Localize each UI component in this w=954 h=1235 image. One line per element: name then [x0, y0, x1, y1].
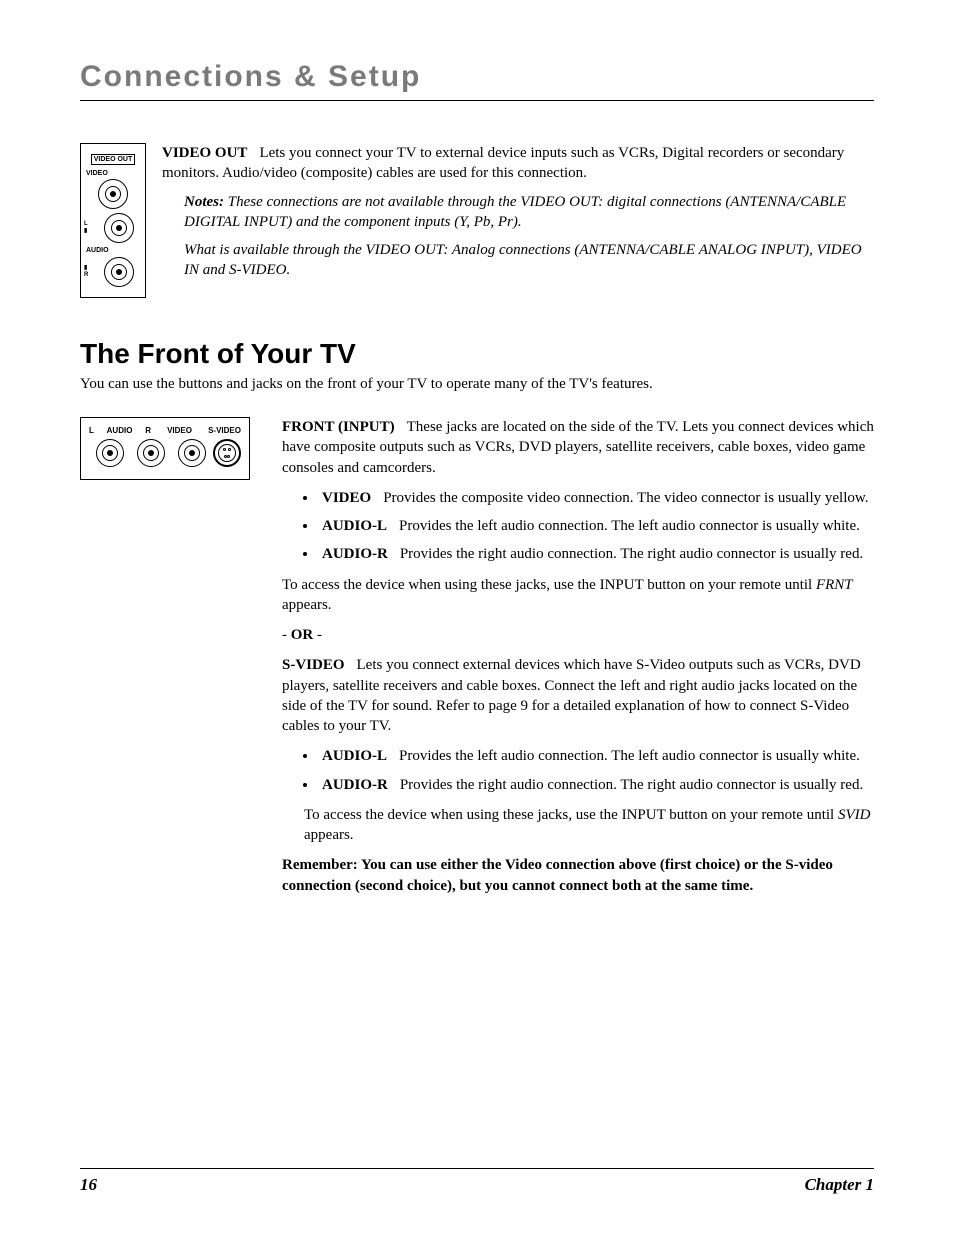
diagram-label: AUDIO: [86, 247, 142, 254]
bullet-list: VIDEO Provides the composite video connec…: [318, 488, 874, 565]
bullet-heading: AUDIO-R: [322, 777, 388, 793]
list-item: VIDEO Provides the composite video connec…: [318, 488, 874, 508]
list-item: AUDIO-L Provides the left audio connectio…: [318, 746, 874, 766]
list-item: AUDIO-L Provides the left audio connectio…: [318, 516, 874, 536]
jack-icon: [104, 257, 134, 287]
jack-icon: [104, 213, 134, 243]
diagram-label: L: [84, 221, 94, 228]
diagram-label: VIDEO OUT: [91, 154, 136, 165]
body-text: appears.: [282, 597, 332, 613]
jack-icon: [96, 439, 124, 467]
bullet-heading: AUDIO-L: [322, 748, 387, 764]
video-out-section: VIDEO OUT VIDEO L▮ AUDIO ▮R VIDEO OUTLet…: [80, 143, 874, 298]
or-label: OR: [291, 627, 314, 643]
body-text: Lets you connect external devices which …: [282, 657, 861, 734]
bullet-heading: VIDEO: [322, 490, 371, 506]
diagram-label: R: [145, 426, 151, 435]
notes-block: Notes: These connections are not availab…: [184, 192, 874, 281]
body-text: Lets you connect your TV to external dev…: [162, 145, 844, 181]
list-item: AUDIO-R Provides the right audio connecti…: [318, 544, 874, 564]
body-text-italic: FRNT: [816, 577, 853, 593]
body-text: Provides the left audio connection. The …: [399, 518, 860, 534]
front-section: L AUDIO R VIDEO S-VIDEO FRONT (INPUT)These…: [80, 417, 874, 896]
diagram-label: R: [84, 272, 94, 279]
video-out-diagram: VIDEO OUT VIDEO L▮ AUDIO ▮R: [80, 143, 146, 298]
svideo-jack-icon: [213, 439, 241, 467]
notes-heading: Notes:: [184, 194, 224, 210]
separator-text: -: [282, 627, 291, 643]
diagram-label: L: [89, 426, 94, 435]
diagram-label: VIDEO: [86, 170, 142, 177]
bullet-heading: AUDIO-R: [322, 546, 388, 562]
body-text-italic: SVID: [838, 807, 871, 823]
diagram-label: AUDIO: [107, 426, 133, 435]
front-diagram: L AUDIO R VIDEO S-VIDEO: [80, 417, 250, 896]
diagram-label: S-VIDEO: [208, 426, 241, 435]
body-text: Provides the composite video connection.…: [383, 490, 868, 506]
body-text: To access the device when using these ja…: [282, 577, 816, 593]
body-text: appears.: [304, 827, 354, 843]
separator-text: -: [313, 627, 322, 643]
page-footer: 16 Chapter 1: [80, 1168, 874, 1195]
jack-icon: [178, 439, 206, 467]
list-item: AUDIO-R Provides the right audio connecti…: [318, 775, 874, 795]
paragraph-heading: FRONT (INPUT): [282, 419, 395, 435]
chapter-label: Chapter 1: [805, 1175, 874, 1195]
body-text: Provides the right audio connection. The…: [400, 546, 863, 562]
paragraph-heading: VIDEO OUT: [162, 145, 247, 161]
front-text: FRONT (INPUT)These jacks are located on …: [282, 417, 874, 896]
note-text: What is available through the VIDEO OUT:…: [184, 242, 862, 278]
body-text: Provides the left audio connection. The …: [399, 748, 860, 764]
bullet-heading: AUDIO-L: [322, 518, 387, 534]
bullet-list: AUDIO-L Provides the left audio connectio…: [318, 746, 874, 795]
intro-text: You can use the buttons and jacks on the…: [80, 376, 874, 393]
jack-icon: [98, 179, 128, 209]
chapter-title: Connections & Setup: [80, 60, 874, 101]
section-heading: The Front of Your TV: [80, 338, 874, 370]
body-text: Provides the right audio connection. The…: [400, 777, 863, 793]
body-text: To access the device when using these ja…: [304, 807, 838, 823]
video-out-text: VIDEO OUTLets you connect your TV to ext…: [162, 143, 874, 298]
note-text: These connections are not available thro…: [184, 194, 846, 230]
page-number: 16: [80, 1175, 97, 1195]
diagram-label: VIDEO: [167, 426, 192, 435]
remember-note: Remember: You can use either the Video c…: [282, 855, 874, 896]
jack-icon: [137, 439, 165, 467]
paragraph-heading: S-VIDEO: [282, 657, 345, 673]
